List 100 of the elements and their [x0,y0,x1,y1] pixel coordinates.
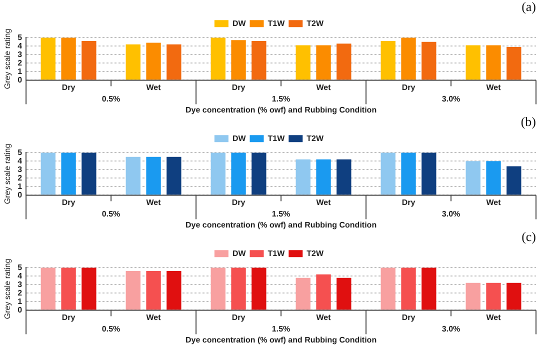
bar [466,45,480,80]
text: 0.5% [102,324,120,334]
bar [210,268,226,310]
bar [126,44,140,80]
y-tick-label: 5 [18,262,23,272]
text: 3.0% [442,94,460,104]
bar [316,274,331,310]
y-tick-label: 3 [18,50,23,59]
bar [401,38,416,80]
bar [506,166,522,195]
bar [422,152,436,195]
bar [82,152,96,195]
bar [146,42,161,80]
y-tick-label: 2 [18,58,23,68]
x-axis-title: Dye concentration (% owf) and Rubbing Condition [185,220,377,230]
bar [166,156,182,195]
bar [401,268,416,310]
bar [296,278,310,310]
legend-label: DW [232,248,246,258]
bar [296,45,310,80]
text: 0.5% [102,94,120,104]
bar [231,268,246,310]
y-axis-title: Grey scale rating [3,28,12,90]
bar [466,161,480,195]
y-axis-title: Grey scale rating [3,258,12,320]
y-tick-label: 4 [18,156,23,166]
y-tick-label: 3 [18,164,23,174]
bar [252,268,266,310]
text: 1.5% [272,94,290,104]
legend-label: T2W [306,248,324,258]
y-tick-label: 4 [18,41,23,50]
x-tick-label: Dry [62,198,76,208]
y-tick-label: 1 [18,66,23,76]
y-tick-label: 5 [18,148,23,157]
bar [422,42,436,80]
bar [486,282,501,310]
bar [336,278,352,310]
x-axis-title: Dye concentration (% owf) and Rubbing Condition [185,335,377,344]
x-tick-label: Wet [486,313,502,322]
y-tick-label: 1 [18,182,23,191]
y-tick-label: 3 [18,280,23,289]
y-axis-title: Grey scale rating [3,144,12,204]
bar [61,38,76,80]
x-tick-label: Dry [62,313,76,322]
legend-label: T2W [306,18,324,28]
bar [380,268,396,310]
legend-label: DW [232,18,246,28]
chart-title: (c) [522,229,536,244]
bar [316,45,331,80]
bar [296,159,310,195]
bar [126,156,140,195]
text: 3.0% [442,209,460,218]
x-tick-label: Wet [146,198,162,208]
x-tick-label: Dry [402,83,416,92]
x-axis-title: Dye concentration (% owf) and Rubbing Condition [185,105,377,114]
bar [486,161,501,195]
text: 0.5% [102,209,120,218]
x-tick-label: Dry [402,313,416,322]
y-tick-label: 4 [18,271,23,280]
bar [210,38,226,80]
legend-label: T1W [268,248,286,258]
x-tick-label: Wet [486,83,502,92]
y-tick-label: 2 [18,288,23,298]
y-tick-label: 5 [18,32,23,42]
y-tick-label: 1 [18,296,23,306]
bar [380,41,396,80]
bar [231,40,246,80]
bar [422,268,436,310]
bar [126,271,140,310]
bar [231,152,246,195]
bar [252,152,266,195]
bar [40,268,56,310]
x-tick-label: Wet [316,198,332,208]
bar [210,152,226,195]
bar [146,271,161,310]
legend-label: DW [232,134,246,143]
x-tick-label: Wet [316,83,332,92]
x-tick-label: Dry [232,83,246,92]
bar [316,159,331,195]
text: 3.0% [442,324,460,334]
x-tick-label: Dry [232,313,246,322]
bar [40,152,56,195]
bar [61,152,76,195]
y-tick-label: 0 [18,75,23,84]
y-tick-label: 2 [18,173,23,182]
bar [466,282,480,310]
bar [82,41,96,80]
legend-label: T1W [268,18,286,28]
x-tick-label: Wet [146,313,162,322]
y-tick-label: 0 [18,190,23,200]
chart-title: (b) [520,114,536,130]
bar [61,268,76,310]
bar [486,45,501,80]
bar [166,271,182,310]
bar [506,46,522,80]
bar [40,38,56,80]
chart-title: (a) [522,0,536,14]
bar [252,41,266,80]
x-tick-label: Dry [232,198,246,208]
bar [380,152,396,195]
